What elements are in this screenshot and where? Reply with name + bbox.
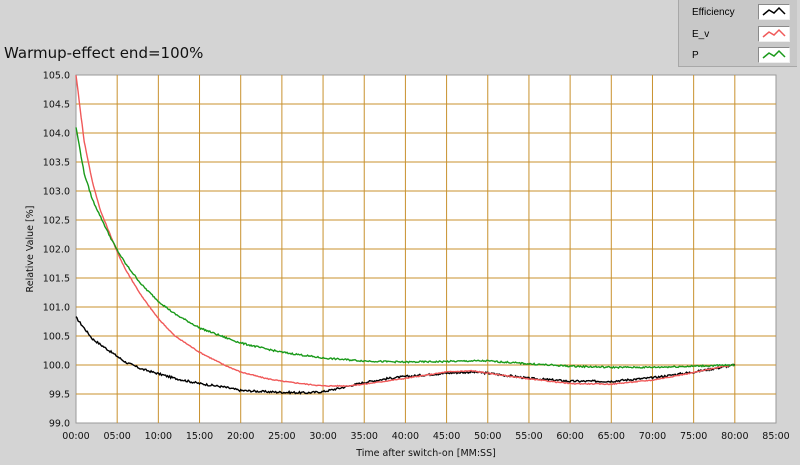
x-tick-label: 70:00 [639,431,666,442]
y-axis-label: Relative Value [%] [25,206,36,293]
series-lines [75,75,736,395]
x-tick-label: 85:00 [762,431,789,442]
legend-item-p: P [679,44,797,66]
legend-item-e-v: E_v [679,23,797,45]
chart-title: Warmup-effect end=100% [4,44,204,62]
y-tick-label: 102.0 [43,245,70,256]
legend-label: P [692,50,699,61]
legend-label: Efficiency [692,7,735,18]
legend-line-efficiency [762,6,786,16]
y-tick-label: 104.5 [43,100,70,111]
legend-line-e-v [762,28,786,38]
y-tick-label: 99.0 [49,419,70,430]
y-tick-label: 103.0 [43,187,70,198]
x-tick-label: 55:00 [515,431,542,442]
legend-item-efficiency: Efficiency [679,1,797,23]
x-tick-label: 40:00 [392,431,419,442]
series-line-p [75,127,736,370]
x-tick-label: 60:00 [556,431,583,442]
legend-swatch [758,4,790,20]
series-line-efficiency [75,316,736,395]
y-tick-label: 105.0 [43,71,70,82]
x-tick-label: 30:00 [309,431,336,442]
y-tick-label: 99.5 [49,390,70,401]
x-tick-label: 45:00 [433,431,460,442]
x-tick-label: 80:00 [721,431,748,442]
legend-swatch [758,47,790,63]
x-axis-label: Time after switch-on [MM:SS] [355,448,496,459]
x-tick-label: 65:00 [598,431,625,442]
y-tick-labels: 99.0 99.5 100.0 100.5 101.0 101.5 102.0 102.5 10… [43,71,70,430]
y-tick-label: 100.5 [43,332,70,343]
x-tick-label: 20:00 [227,431,254,442]
x-tick-label: 10:00 [145,431,172,442]
x-tick-label: 35:00 [351,431,378,442]
grid [76,75,776,423]
y-tick-label: 104.0 [43,129,70,140]
series-line-e-v [75,75,735,388]
y-tick-label: 101.5 [43,274,70,285]
legend: Efficiency E_v P [678,0,797,67]
x-tick-label: 05:00 [103,431,130,442]
x-tick-label: 00:00 [62,431,89,442]
legend-line-p [762,49,786,59]
y-tick-label: 102.5 [43,216,70,227]
y-tick-label: 101.0 [43,303,70,314]
x-tick-label: 50:00 [474,431,501,442]
x-tick-label: 25:00 [268,431,295,442]
legend-label: E_v [692,29,710,40]
x-tick-labels: 00:00 05:00 10:00 15:00 20:00 25:00 30:00 35:00… [62,431,789,442]
legend-swatch [758,26,790,42]
x-tick-label: 75:00 [680,431,707,442]
y-tick-label: 100.0 [43,361,70,372]
x-tick-label: 15:00 [186,431,213,442]
y-tick-label: 103.5 [43,158,70,169]
